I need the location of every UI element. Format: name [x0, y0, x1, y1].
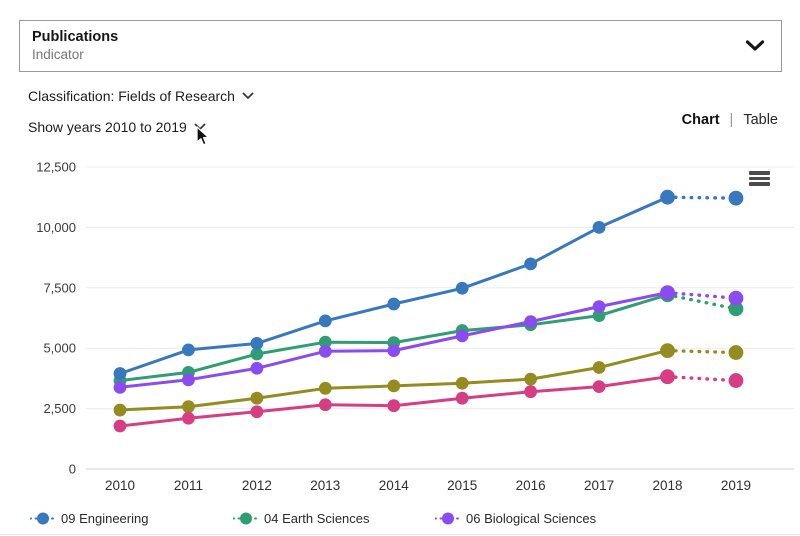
bottom-divider [0, 534, 800, 535]
data-point[interactable] [387, 399, 401, 413]
x-axis-tick-label: 2015 [447, 478, 477, 493]
x-axis-tick-label: 2010 [105, 478, 135, 493]
toggle-separator: | [729, 112, 734, 128]
y-axis-tick-label: 12,500 [36, 160, 76, 175]
series-projection-dotted-line [665, 348, 738, 355]
hamburger-icon [749, 171, 770, 186]
chart-area: 0 2,500 5,000 7,500 10,000 12,500 2010 2011 2012… [0, 150, 800, 500]
view-toggle: Chart | Table [682, 112, 778, 128]
data-point[interactable] [318, 381, 332, 395]
data-point[interactable] [182, 411, 195, 425]
indicator-select[interactable]: Publications Indicator [19, 20, 782, 72]
series-09 Engineering [113, 189, 744, 380]
data-point[interactable] [182, 373, 195, 387]
tab-chart[interactable]: Chart [681, 112, 720, 128]
y-axis-tick-label: 10,000 [36, 220, 76, 235]
legend-label: 09 Engineering [61, 511, 149, 526]
legend-label: 04 Earth Sciences [264, 511, 370, 526]
data-point[interactable] [524, 385, 538, 399]
data-point[interactable] [455, 391, 469, 405]
data-point[interactable] [250, 405, 264, 419]
indicator-selected-value: Publications [32, 29, 119, 45]
x-axis-tick-label: 2017 [584, 478, 614, 493]
data-point[interactable] [728, 301, 744, 317]
data-point[interactable] [113, 380, 127, 394]
chevron-down-icon [194, 123, 206, 130]
chart-legend: 09 Engineering 04 Earth Sciences 06 Biol… [0, 511, 800, 529]
legend-marker-icon [435, 512, 461, 525]
data-point[interactable] [660, 343, 675, 359]
data-point[interactable] [113, 419, 127, 433]
data-point[interactable] [387, 344, 401, 358]
data-point[interactable] [387, 297, 401, 311]
data-point[interactable] [318, 314, 332, 328]
series-unlabeled-4 [113, 369, 744, 433]
data-point[interactable] [250, 391, 264, 405]
data-point[interactable] [592, 309, 606, 322]
data-point[interactable] [728, 190, 744, 206]
show-years-label: Show years 2010 to 2019 [28, 119, 187, 135]
classification-selector[interactable]: Classification: Fields of Research [28, 88, 254, 104]
data-point[interactable] [250, 361, 264, 375]
y-axis-tick-label: 5,000 [43, 341, 76, 356]
classification-label: Classification: Fields of Research [28, 88, 235, 104]
y-axis-tick-label: 2,500 [43, 401, 76, 416]
data-point[interactable] [660, 189, 675, 205]
data-point[interactable] [660, 369, 675, 385]
x-axis-tick-label: 2014 [379, 478, 410, 493]
data-point[interactable] [660, 285, 675, 301]
data-point[interactable] [387, 379, 401, 393]
chart-menu-button[interactable] [747, 169, 772, 188]
data-point[interactable] [455, 329, 469, 343]
legend-marker-icon [233, 512, 259, 525]
y-axis-tick-label: 7,500 [43, 280, 76, 295]
series-06 Biological Sciences [113, 285, 744, 394]
data-point[interactable] [524, 372, 538, 386]
chevron-down-icon [745, 40, 765, 51]
data-point[interactable] [524, 257, 538, 271]
x-axis-tick-label: 2013 [310, 478, 340, 493]
y-axis-tick-label: 0 [69, 462, 76, 477]
data-point[interactable] [592, 221, 606, 234]
data-point[interactable] [592, 361, 606, 374]
data-point[interactable] [524, 315, 538, 329]
data-point[interactable] [455, 376, 469, 390]
x-axis-tick-label: 2016 [516, 478, 546, 493]
series-projection-dotted-line [665, 293, 738, 311]
data-point[interactable] [113, 367, 127, 380]
data-point[interactable] [250, 336, 264, 350]
legend-item-earth-sciences[interactable]: 04 Earth Sciences [233, 511, 370, 526]
series-projection-dotted-line [665, 195, 738, 200]
data-point[interactable] [728, 290, 744, 306]
x-axis-tick-label: 2019 [721, 478, 751, 493]
tab-table[interactable]: Table [743, 112, 778, 128]
data-point[interactable] [182, 400, 195, 414]
data-point[interactable] [318, 344, 332, 358]
data-point[interactable] [592, 300, 606, 314]
data-point[interactable] [250, 347, 264, 361]
series-projection-dotted-line [665, 290, 738, 300]
legend-item-biological-sciences[interactable]: 06 Biological Sciences [435, 511, 596, 526]
data-point[interactable] [455, 281, 469, 295]
legend-marker-icon [30, 512, 56, 525]
indicator-field-label: Indicator [32, 47, 84, 62]
x-axis-tick-label: 2011 [174, 478, 203, 493]
data-point[interactable] [592, 380, 606, 394]
data-point[interactable] [113, 403, 127, 417]
show-years-selector[interactable]: Show years 2010 to 2019 [28, 119, 206, 135]
x-axis-tick-label: 2012 [242, 478, 272, 493]
series-unlabeled-3 [113, 343, 744, 417]
data-point[interactable] [728, 345, 744, 360]
series-projection-dotted-line [665, 375, 738, 383]
data-point[interactable] [728, 373, 744, 388]
legend-label: 06 Biological Sciences [466, 511, 597, 526]
data-point[interactable] [318, 398, 332, 412]
x-axis-tick-label: 2018 [652, 478, 682, 493]
legend-item-engineering[interactable]: 09 Engineering [30, 511, 148, 526]
publications-line-chart: 0 2,500 5,000 7,500 10,000 12,500 2010 2011 2012… [36, 160, 794, 493]
data-point[interactable] [182, 343, 195, 357]
series-04 Earth Sciences [113, 287, 744, 387]
chevron-down-icon [242, 92, 254, 99]
data-point[interactable] [318, 335, 332, 349]
